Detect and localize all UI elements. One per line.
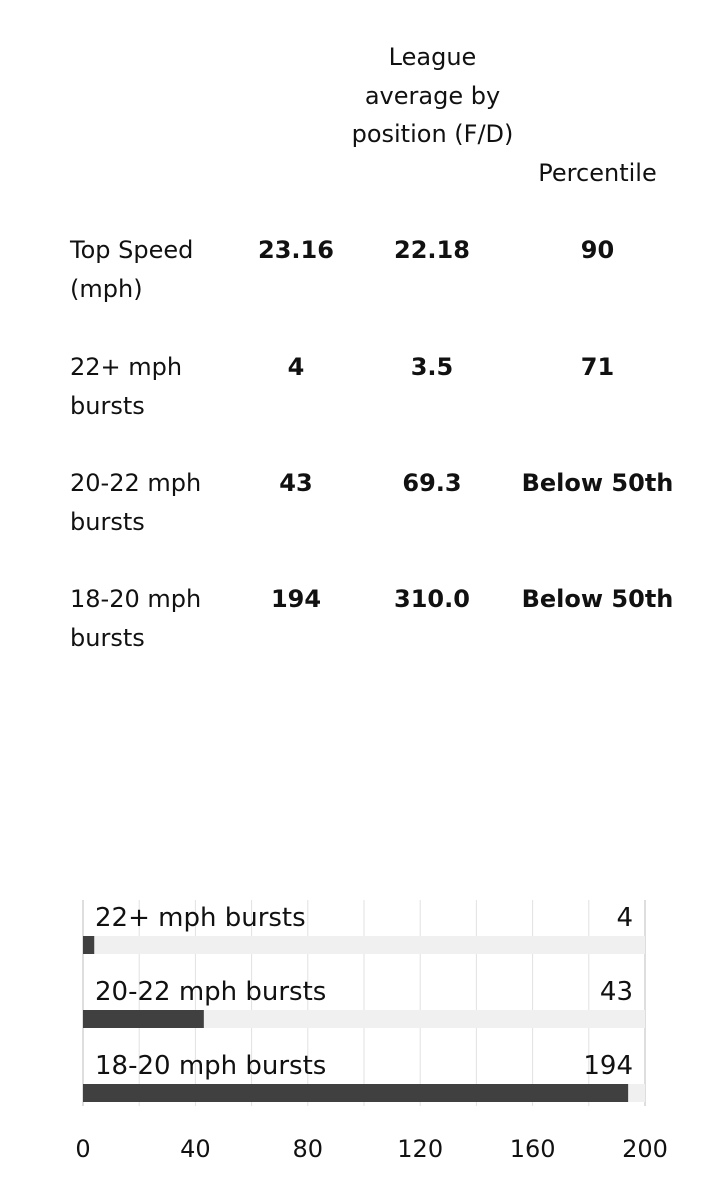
bar-category-label: 18-20 mph bursts [95, 1051, 326, 1081]
row-value: 4 [287, 353, 305, 381]
row-label: 20-22 mph bursts [70, 469, 202, 536]
bar [83, 1010, 204, 1028]
row-label: 18-20 mph bursts [70, 585, 202, 652]
row-value: 194 [270, 585, 322, 613]
row-value: 23.16 [258, 236, 334, 264]
x-tick-label: 200 [622, 1135, 668, 1163]
x-tick-label: 40 [180, 1135, 211, 1163]
column-header-percentile: Percentile [538, 159, 657, 187]
column-header-league-average: League average by position (F/D) [351, 43, 514, 148]
x-tick-label: 80 [293, 1135, 324, 1163]
bar-value-label: 43 [600, 977, 633, 1007]
row-league-average: 22.18 [394, 236, 470, 264]
row-league-average: 310.0 [394, 585, 470, 613]
row-label: Top Speed (mph) [70, 236, 194, 303]
row-percentile: Below 50th [521, 469, 674, 497]
bar-category-label: 22+ mph bursts [95, 903, 306, 933]
x-tick-label: 0 [75, 1135, 90, 1163]
bar-track [83, 936, 645, 954]
bursts-bar-chart: 22+ mph bursts 4 20-22 mph bursts 43 18-20 m… [75, 900, 668, 1163]
x-tick-label: 120 [397, 1135, 443, 1163]
bar-value-label: 4 [616, 903, 633, 933]
row-league-average: 69.3 [402, 469, 462, 497]
x-tick-label: 160 [510, 1135, 556, 1163]
bar-category-label: 20-22 mph bursts [95, 977, 326, 1007]
speed-stats-table: League average by position (F/D) Percent… [70, 43, 674, 652]
bar [83, 936, 95, 954]
row-percentile: 90 [580, 236, 615, 264]
bar-track [83, 1010, 645, 1028]
row-label: 22+ mph bursts [70, 353, 183, 420]
row-percentile: Below 50th [521, 585, 674, 613]
row-league-average: 3.5 [410, 353, 454, 381]
row-value: 43 [279, 469, 313, 497]
bar [83, 1084, 629, 1102]
row-percentile: 71 [580, 353, 615, 381]
bar-value-label: 194 [583, 1051, 633, 1081]
